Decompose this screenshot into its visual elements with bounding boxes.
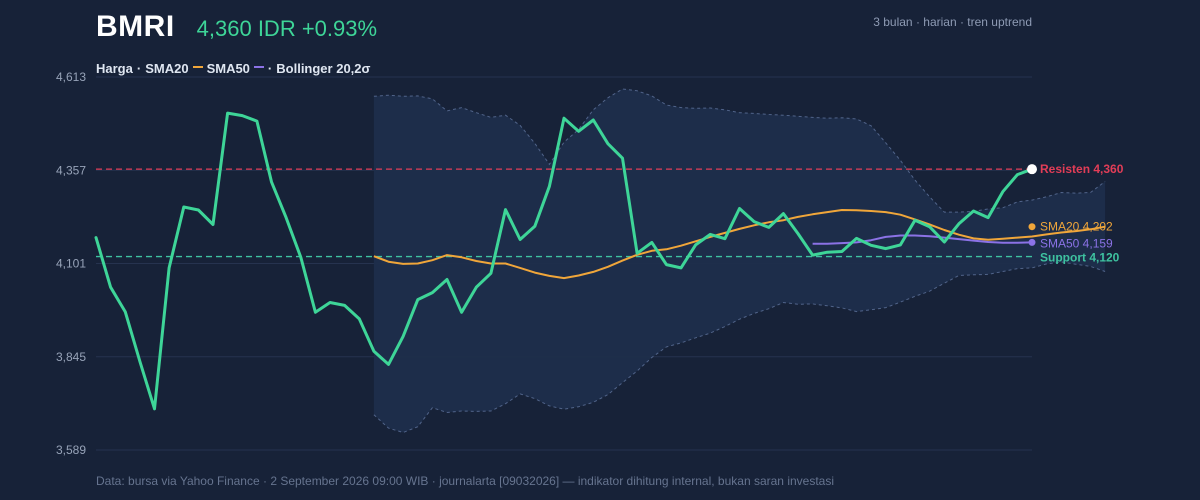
legend-bollinger: Bollinger 20,2σ: [276, 61, 371, 76]
ticker-symbol: BMRI: [96, 10, 175, 43]
bollinger-band: [373, 89, 1106, 433]
sma20-line: [373, 209, 1106, 280]
price-line: [94, 111, 1034, 411]
y-tick-label: 4,613: [56, 70, 86, 84]
price-change: 4,360 IDR +0.93%: [196, 16, 378, 41]
chart-subtitle: 3 bulan · harian · tren uptrend: [873, 15, 1032, 29]
y-tick-label: 4,357: [56, 163, 86, 177]
support-label: Support 4,120: [1040, 251, 1120, 265]
sma20-end-marker: [1028, 223, 1036, 231]
y-tick-label: 3,589: [56, 443, 86, 457]
y-tick-label: 4,101: [56, 257, 86, 271]
legend-sma20-swatch: [192, 66, 203, 68]
legend-separator: ·: [267, 61, 273, 76]
bollinger-lower-line: [373, 261, 1106, 434]
y-tick-label: 3,845: [56, 350, 86, 364]
legend-sma20: SMA20: [145, 61, 189, 76]
sma50-end-marker: [1028, 238, 1036, 246]
price-end-marker: [1027, 164, 1037, 175]
legend-sma50-swatch: [253, 66, 264, 68]
chart-legend: Harga · SMA20 SMA50 · Bollinger 20,2σ: [96, 61, 370, 76]
sma50-end-label: SMA50 4,159: [1040, 236, 1113, 250]
legend-separator: ·: [136, 61, 142, 76]
chart-header: BMRI 4,360 IDR +0.93%: [96, 10, 377, 50]
resistance-label: Resisten 4,360: [1040, 162, 1124, 176]
sma20-end-label: SMA20 4,202: [1040, 220, 1113, 234]
sma50-line: [812, 234, 1033, 245]
legend-price: Harga: [96, 61, 133, 76]
legend-sma50: SMA50: [206, 61, 250, 76]
bollinger-upper-line: [373, 88, 1106, 213]
chart-footer: Data: bursa via Yahoo Finance · 2 Septem…: [96, 474, 834, 488]
